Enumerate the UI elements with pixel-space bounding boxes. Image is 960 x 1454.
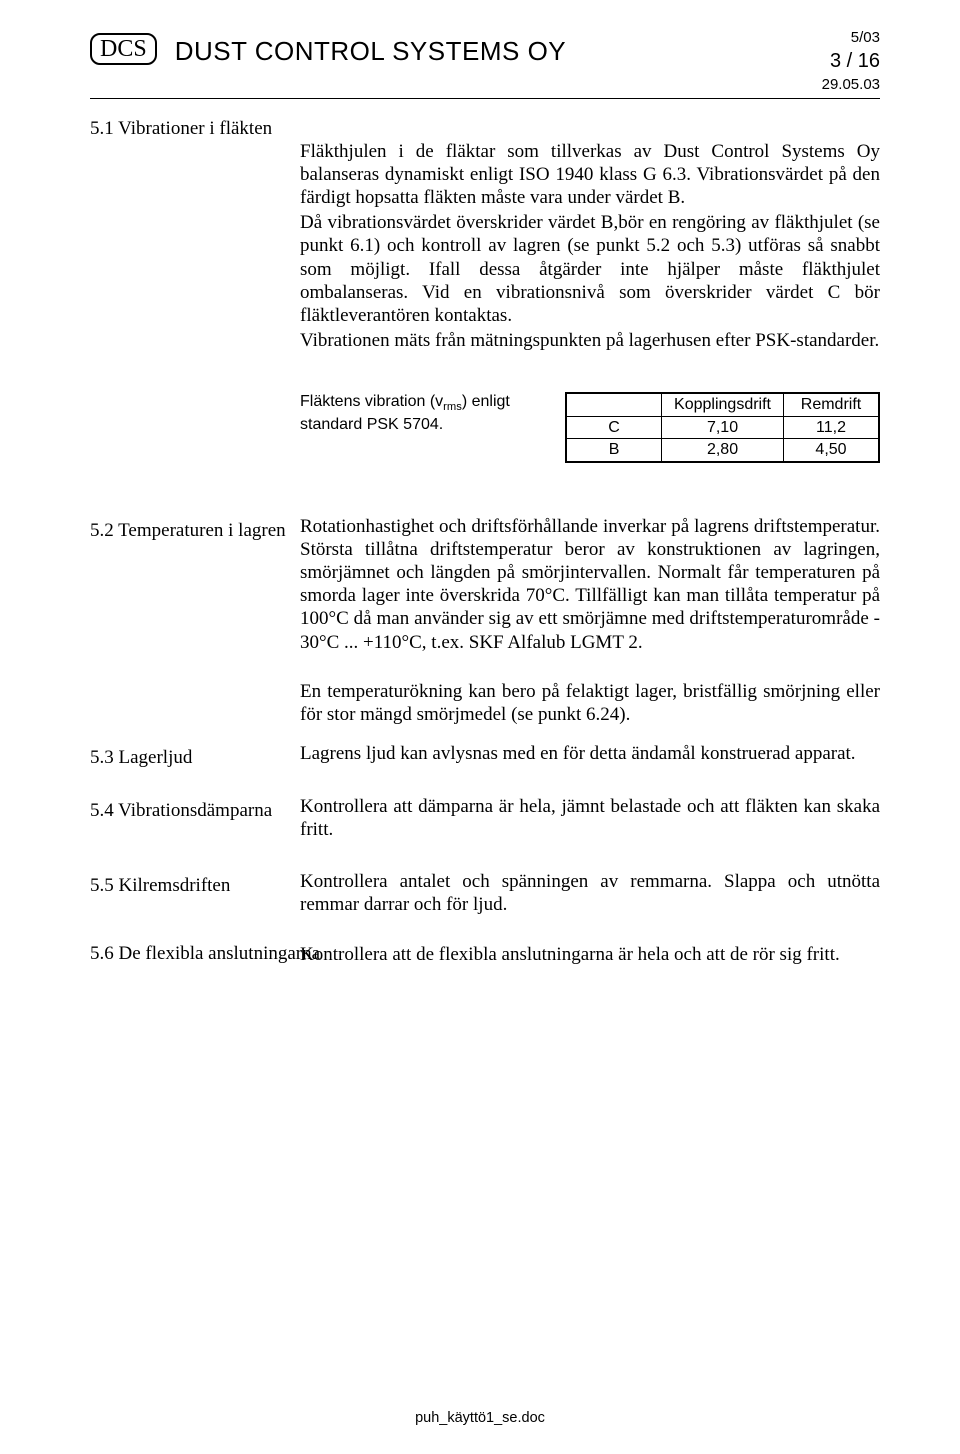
section-5-3-p1: Lagrens ljud kan avlysnas med en för det…	[300, 742, 880, 765]
section-5-1-p2: Då vibrationsvärdet överskrider värdet B…	[300, 211, 880, 327]
vib-row0-v1: 7,10	[662, 416, 784, 439]
logo: DCS	[90, 33, 157, 65]
vib-col2-head: Remdrift	[784, 393, 880, 416]
section-5-4-body: Kontrollera att dämparna är hela, jämnt …	[300, 795, 880, 843]
section-5-3-title: 5.3 Lagerljud	[90, 746, 300, 769]
page-header: DCS DUST CONTROL SYSTEMS OY 5/03 3 / 16 …	[90, 30, 880, 99]
header-left: DCS DUST CONTROL SYSTEMS OY	[90, 30, 566, 67]
section-5-4: 5.4 Vibrationsdämparna Kontrollera att d…	[90, 795, 880, 843]
section-5-1-p3: Vibrationen mäts från mätningspunkten på…	[300, 329, 880, 352]
section-5-1-body: Fläkthjulen i de fläktar som tillverkas …	[300, 140, 880, 353]
doc-code: 5/03	[822, 28, 880, 48]
section-5-6-title: 5.6 De flexibla anslutningarna	[90, 943, 320, 964]
vib-cap-prefix: Fläktens vibration (v	[300, 393, 443, 410]
section-5-5: 5.5 Kilremsdriften Kontrollera antalet o…	[90, 870, 880, 918]
section-5-4-p1: Kontrollera att dämparna är hela, jämnt …	[300, 795, 880, 841]
vib-row0-v2: 11,2	[784, 416, 880, 439]
vib-corner	[566, 393, 662, 416]
section-5-1-p1: Fläkthjulen i de fläktar som tillverkas …	[300, 140, 880, 210]
section-5-2-p2: En temperaturökning kan bero på felaktig…	[300, 680, 880, 726]
section-5-3: 5.3 Lagerljud Lagrens ljud kan avlysnas …	[90, 742, 880, 769]
company-name: DUST CONTROL SYSTEMS OY	[175, 36, 566, 67]
section-5-2: 5.2 Temperaturen i lagren Rotationhastig…	[90, 515, 880, 728]
section-5-2-p1: Rotationhastighet och driftsförhållande …	[300, 515, 880, 654]
section-5-2-title: 5.2 Temperaturen i lagren	[90, 519, 300, 542]
section-5-5-body: Kontrollera antalet och spänningen av re…	[300, 870, 880, 918]
footer-filename: puh_käyttö1_se.doc	[0, 1410, 960, 1426]
vib-row1-label: B	[566, 439, 662, 462]
page-number: 3 / 16	[822, 48, 880, 75]
section-5-6: 5.6 De flexibla anslutningarna Kontrolle…	[90, 942, 880, 966]
vib-col1-head: Kopplingsdrift	[662, 393, 784, 416]
section-5-1-title: 5.1 Vibrationer i fläkten	[90, 117, 880, 140]
vibration-row: Fläktens vibration (vrms) enligt standar…	[300, 392, 880, 463]
vib-cap-sub: rms	[443, 401, 462, 413]
section-5-4-title: 5.4 Vibrationsdämparna	[90, 799, 300, 822]
doc-date: 29.05.03	[822, 75, 880, 95]
vibration-caption: Fläktens vibration (vrms) enligt standar…	[300, 392, 525, 436]
section-5-5-p1: Kontrollera antalet och spänningen av re…	[300, 870, 880, 916]
section-5-2-body: Rotationhastighet och driftsförhållande …	[300, 515, 880, 728]
vib-row1-v2: 4,50	[784, 439, 880, 462]
content-area: 5.1 Vibrationer i fläkten Fläkthjulen i …	[90, 117, 880, 967]
section-5-3-body: Lagrens ljud kan avlysnas med en för det…	[300, 742, 880, 767]
vibration-table: Kopplingsdrift Remdrift C 7,10 11,2 B 2,…	[565, 392, 880, 463]
section-5-5-title: 5.5 Kilremsdriften	[90, 874, 300, 897]
header-right: 5/03 3 / 16 29.05.03	[822, 28, 880, 96]
section-5-6-p1: Kontrollera att de flexibla anslutningar…	[300, 943, 880, 966]
vib-row1-v1: 2,80	[662, 439, 784, 462]
vib-row0-label: C	[566, 416, 662, 439]
